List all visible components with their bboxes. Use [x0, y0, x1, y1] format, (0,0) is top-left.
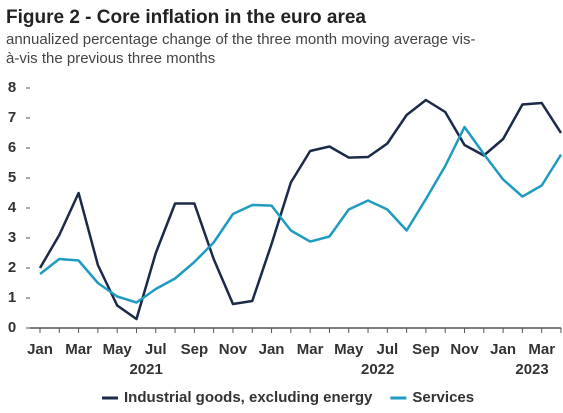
x-tick-label: May	[103, 341, 133, 358]
y-tick-label: 1	[8, 289, 16, 306]
x-tick-label: May	[334, 341, 364, 358]
chart-subtitle: annualized percentage change of the thre…	[6, 31, 476, 67]
y-tick-label: 0	[8, 319, 16, 336]
subtitle-box: annualized percentage change of the thre…	[6, 31, 476, 67]
x-tick-label: Sep	[181, 341, 209, 358]
y-tick-label: 5	[8, 169, 16, 186]
x-tick-label: Nov	[219, 341, 248, 358]
x-group-label: 2021	[129, 361, 162, 378]
y-tick-label: 4	[8, 199, 17, 216]
x-tick-label: Jan	[259, 341, 285, 358]
legend: Industrial goods, excluding energy Servic…	[102, 389, 474, 406]
x-tick-label: Jul	[376, 341, 398, 358]
series-line	[38, 98, 563, 321]
x-tick-label: Mar	[528, 341, 555, 358]
y-tick-label: 8	[8, 79, 16, 96]
x-tick-label: Mar	[65, 341, 92, 358]
y-tick-label: 6	[8, 139, 16, 156]
x-tick-label: Mar	[297, 341, 324, 358]
y-tick-label: 7	[8, 109, 16, 126]
x-tick-label: Jan	[490, 341, 516, 358]
x-group-label: 2023	[515, 361, 548, 378]
x-tick-label: Nov	[450, 341, 479, 358]
x-group-label: 2022	[361, 361, 394, 378]
legend-label: Industrial goods, excluding energy	[124, 389, 373, 406]
series-line	[39, 125, 563, 304]
x-tick-label: Jul	[145, 341, 167, 358]
legend-label: Services	[412, 389, 474, 406]
x-tick-label: Jan	[27, 341, 53, 358]
y-tick-label: 3	[8, 229, 16, 246]
chart-title: Figure 2 - Core inflation in the euro ar…	[6, 7, 366, 28]
x-tick-label: Sep	[412, 341, 440, 358]
y-tick-label: 2	[8, 259, 16, 276]
